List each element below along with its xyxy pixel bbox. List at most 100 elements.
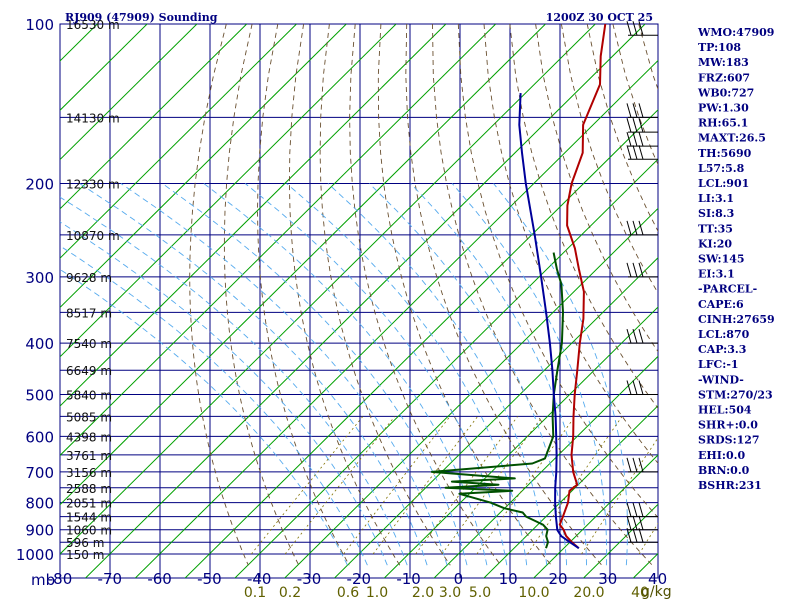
wind-barb-feather: [627, 263, 631, 277]
index-line: TP:108: [698, 41, 741, 54]
mixing-ratio-label: 10.0: [518, 585, 549, 600]
dry-adiabat-line: [561, 24, 800, 565]
dry-adiabat-line: [433, 24, 653, 565]
index-line: CINH:27659: [698, 313, 775, 326]
moist-adiabat-line: [121, 184, 447, 566]
wind-barb-feather: [627, 221, 631, 235]
wind-barb-feather: [639, 145, 643, 159]
wind-barb-feather: [627, 103, 631, 117]
height-label: 3761 m: [66, 449, 112, 463]
height-label: 2051 m: [66, 497, 112, 511]
index-line: SRDS:127: [698, 434, 760, 447]
index-line: WMO:47909: [697, 26, 774, 39]
index-line: CAPE:6: [698, 298, 744, 311]
index-line: EHI:0.0: [698, 449, 745, 462]
index-line: L57:5.8: [698, 162, 745, 175]
index-line: HEL:504: [698, 404, 752, 417]
height-label: 5085 m: [66, 410, 112, 424]
pressure-tick-label: 1000: [16, 546, 54, 564]
mixing-ratio-label: 1.0: [366, 585, 388, 600]
wind-barb-feather: [633, 329, 637, 343]
chart-time: 1200Z 30 OCT 25: [546, 11, 653, 24]
pressure-tick-label: 600: [25, 428, 54, 446]
mixing-ratio-label: 0.1: [244, 585, 266, 600]
dry-adiabat-line: [793, 24, 800, 565]
index-line: MW:183: [698, 56, 749, 69]
wind-barb-feather: [639, 132, 643, 146]
temperature-profile-line: [560, 24, 606, 548]
height-label: 4398 m: [66, 430, 112, 444]
x-axis-unit: mb: [31, 571, 55, 589]
wind-barb-feather: [639, 329, 643, 343]
wind-barb-feather: [633, 132, 637, 146]
index-line: -WIND-: [698, 373, 744, 386]
indices-panel: WMO:47909TP:108MW:183FRZ:607WB0:727PW:1.…: [697, 26, 775, 492]
wind-barb: [627, 145, 658, 159]
wind-barb-feather: [627, 145, 631, 159]
wind-barb-feather: [633, 145, 637, 159]
temperature-tick-label: 10: [499, 570, 518, 588]
moist-adiabat-line: [204, 184, 487, 566]
temperature-tick-label: -70: [98, 570, 123, 588]
height-label: 8517 m: [66, 306, 112, 320]
moist-adiabat-line: [494, 184, 628, 566]
index-line: RH:65.1: [698, 117, 748, 130]
index-line: LFC:-1: [698, 358, 739, 371]
adiabat-layer: [0, 24, 800, 578]
wind-barb-feather: [627, 458, 631, 472]
mixing-ratio-label: 20.0: [573, 585, 604, 600]
dry-adiabat-line: [378, 24, 551, 565]
isotherm-line: [135, 24, 695, 578]
index-line: TT:35: [698, 222, 733, 235]
wind-barb-feather: [627, 380, 631, 394]
height-label: 150 m: [66, 548, 104, 562]
wind-barb-feather: [639, 103, 643, 117]
height-label: 2588 m: [66, 482, 112, 496]
wind-barb-feather: [639, 503, 643, 517]
mixing-ratio-label: 3.0: [439, 585, 461, 600]
temperature-tick-label: 20: [548, 570, 567, 588]
index-line: BSHR:231: [698, 479, 762, 492]
pressure-tick-label: 300: [25, 269, 54, 287]
chart-title: RJ909 (47909) Sounding: [65, 11, 218, 24]
moist-adiabat-line: [369, 184, 566, 566]
moist-adiabat-line: [80, 184, 428, 566]
height-label: 12330 m: [66, 178, 120, 192]
height-label: 5840 m: [66, 388, 112, 402]
mixing-ratio-label: 0.2: [279, 585, 301, 600]
mixing-ratio-line: [416, 416, 518, 554]
wind-barb: [627, 132, 658, 146]
pressure-tick-label: 200: [25, 176, 54, 194]
isotherm-line: [36, 24, 596, 578]
height-label: 10870 m: [66, 229, 120, 243]
dry-adiabat-line: [320, 24, 450, 565]
moist-adiabat-line: [328, 184, 547, 566]
wind-barb-feather: [627, 132, 631, 146]
mixing-ratio-label: 0.6: [337, 585, 359, 600]
height-label: 9628 m: [66, 271, 112, 285]
index-line: CAP:3.3: [698, 343, 746, 356]
index-line: MAXT:26.5: [698, 132, 766, 145]
index-line: LCL:870: [698, 328, 750, 341]
pressure-tick-label: 500: [25, 386, 54, 404]
pressure-tick-label: 100: [25, 16, 54, 34]
mixing-ratio-label: 5.0: [469, 585, 491, 600]
wind-barb-feather: [633, 528, 637, 542]
wind-barb: [627, 103, 658, 117]
height-label: 7540 m: [66, 337, 112, 351]
wind-barb-feather: [639, 528, 643, 542]
index-line: SHR+:0.0: [698, 419, 758, 432]
mixing-ratio-label: 2.0: [412, 585, 434, 600]
wind-barb-feather: [639, 380, 643, 394]
wind-barb-feather: [627, 118, 631, 132]
index-line: PW:1.30: [698, 102, 749, 115]
index-line: LCL:901: [698, 177, 749, 190]
height-label: 3156 m: [66, 466, 112, 480]
index-line: BRN:0.0: [698, 464, 750, 477]
wind-barb-feather: [633, 380, 637, 394]
pressure-tick-label: 900: [25, 522, 54, 540]
moist-adiabat-line: [162, 184, 467, 566]
isotherm-line: [86, 24, 646, 578]
